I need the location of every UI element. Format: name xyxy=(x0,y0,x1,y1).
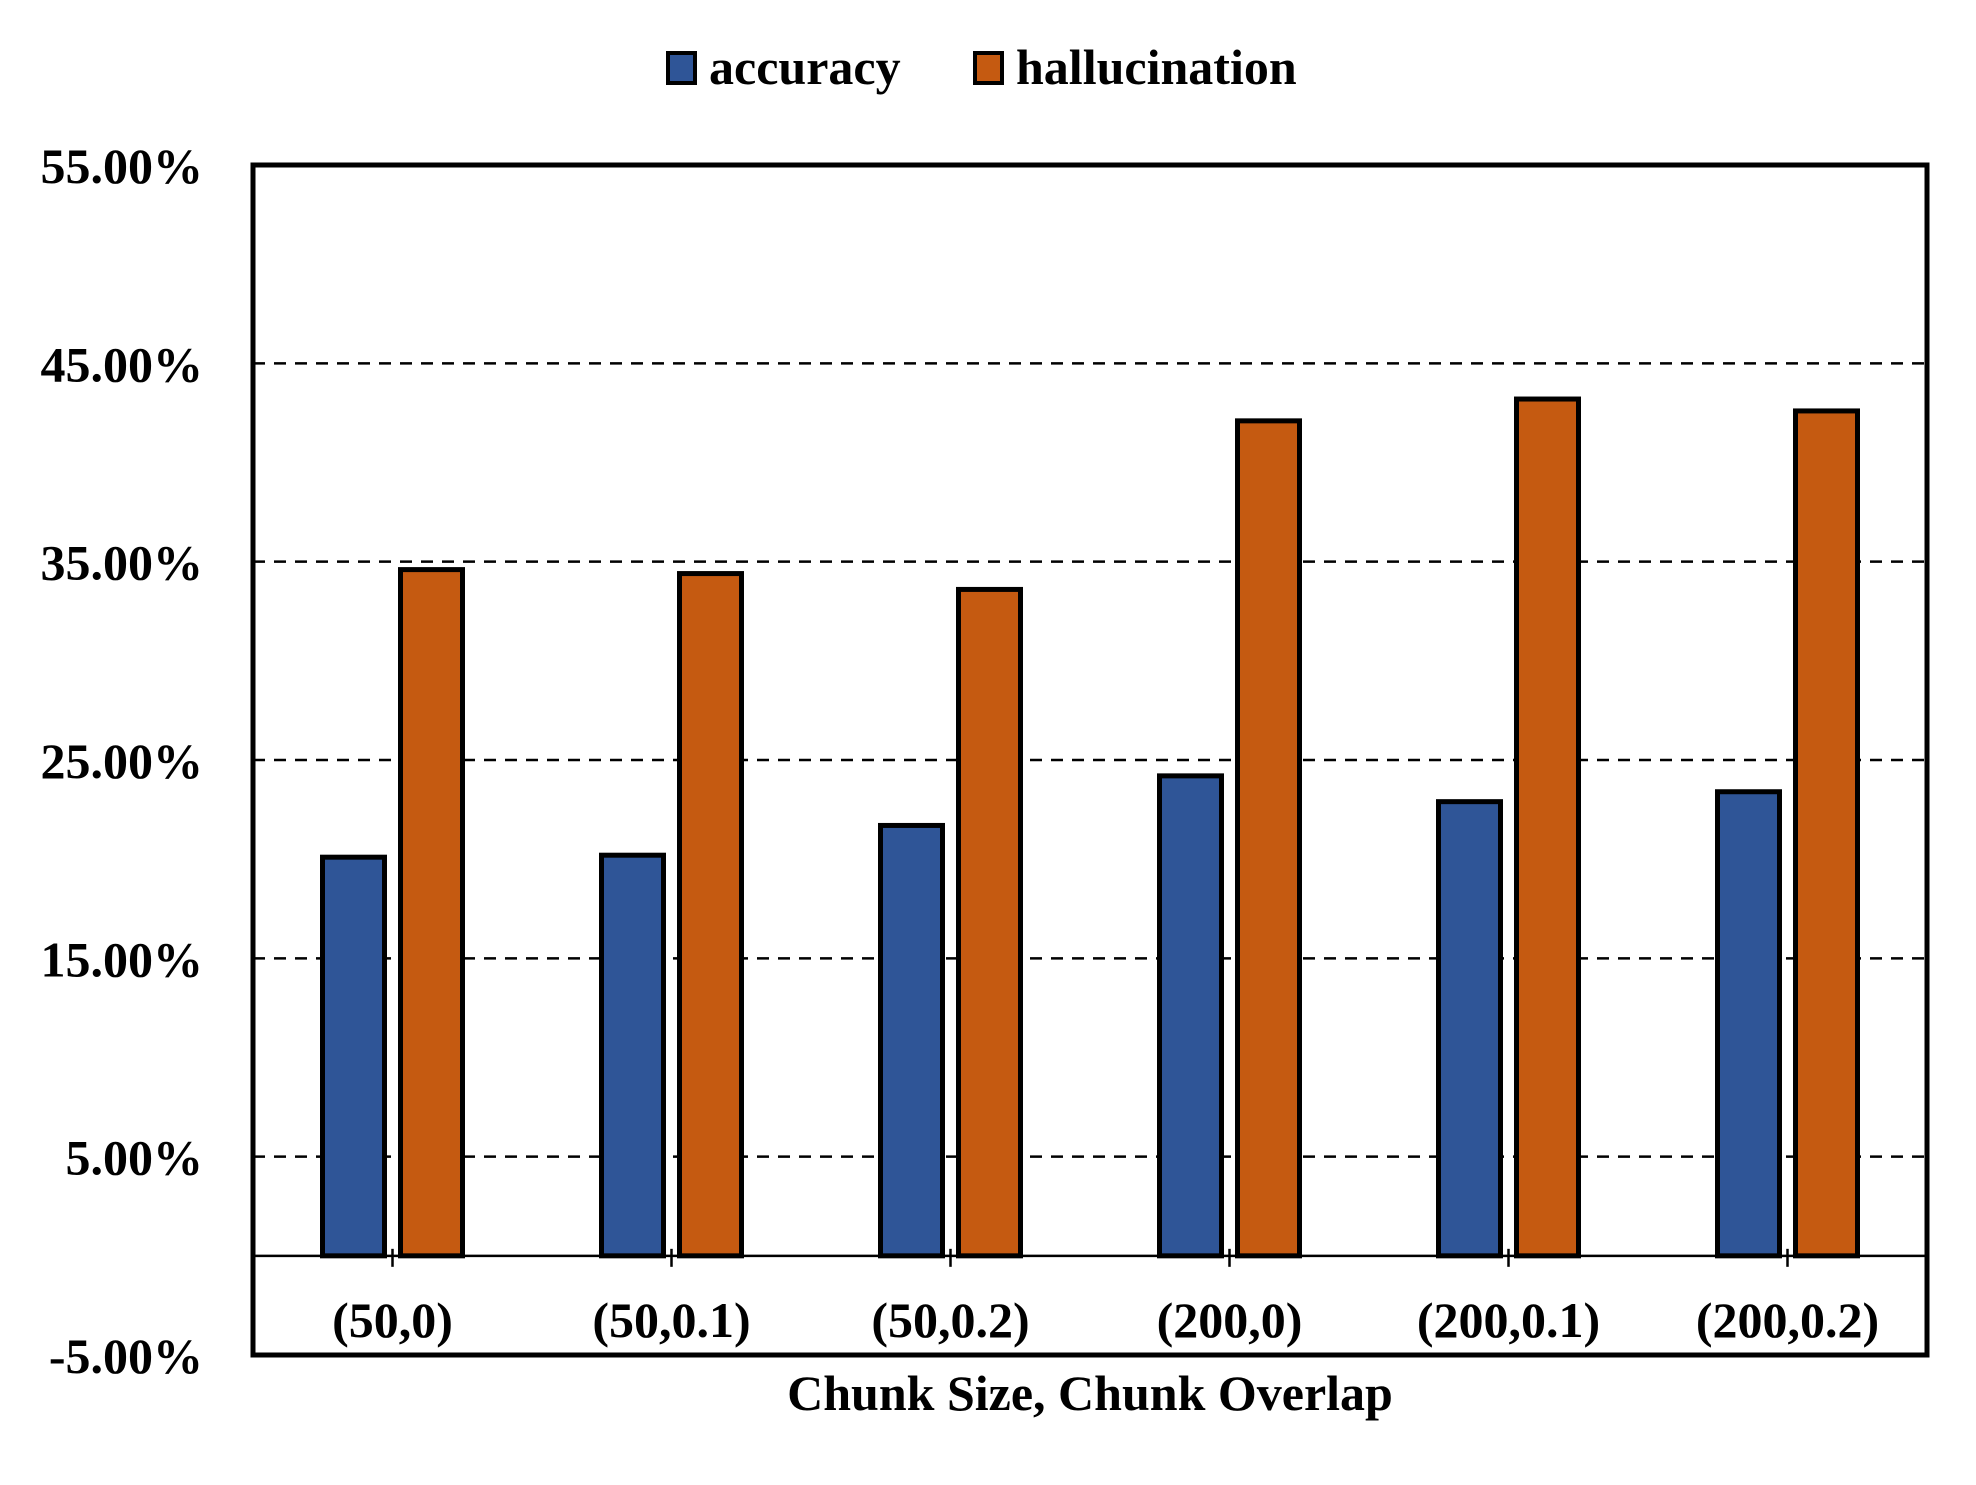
bar-accuracy xyxy=(1715,789,1782,1259)
plot-frame xyxy=(250,162,1930,1358)
x-tick-labels: (50,0) (50,0.1) (50,0.2) (200,0) (200,0.1) (2… xyxy=(332,1292,1879,1348)
legend-label-accuracy: accuracy xyxy=(709,39,901,95)
x-tick-label: (200,0.1) xyxy=(1417,1292,1600,1348)
x-axis-title: Chunk Size, Chunk Overlap xyxy=(787,1365,1393,1421)
bar-hallucination xyxy=(1793,408,1860,1259)
gridlines xyxy=(253,362,1927,1158)
y-tick-label: 55.00% xyxy=(41,138,204,194)
y-tick-label: 45.00% xyxy=(41,336,204,392)
x-tick-label: (50,0.2) xyxy=(871,1292,1029,1348)
x-tick-label: (50,0) xyxy=(332,1292,453,1348)
bar-hallucination xyxy=(677,571,744,1259)
x-tick-label: (50,0.1) xyxy=(592,1292,750,1348)
y-tick-labels: 55.00% 45.00% 35.00% 25.00% 15.00% 5.00% -5.00… xyxy=(41,138,204,1384)
legend-swatch-accuracy xyxy=(666,51,697,85)
y-tick-label: 15.00% xyxy=(41,931,204,987)
legend: accuracy hallucination xyxy=(666,39,1297,95)
y-tick-label: 5.00% xyxy=(66,1130,204,1186)
y-tick-label: -5.00% xyxy=(49,1328,203,1384)
bar-hallucination xyxy=(398,567,465,1259)
x-tick-label: (200,0) xyxy=(1157,1292,1303,1348)
bar-accuracy xyxy=(320,854,387,1259)
bar-accuracy xyxy=(599,852,666,1259)
bar-accuracy xyxy=(878,822,945,1259)
x-tick-label: (200,0.2) xyxy=(1696,1292,1879,1348)
bar-hallucination xyxy=(1514,396,1581,1259)
y-tick-label: 25.00% xyxy=(41,733,204,789)
bars xyxy=(320,396,1860,1259)
bar-hallucination xyxy=(1235,418,1302,1259)
y-tick-label: 35.00% xyxy=(41,535,204,591)
bar-hallucination xyxy=(956,586,1023,1259)
legend-label-hallucination: hallucination xyxy=(1016,39,1297,95)
bar-accuracy xyxy=(1157,773,1224,1259)
legend-swatch-hallucination xyxy=(973,51,1004,85)
axes xyxy=(250,162,1930,1358)
bar-accuracy xyxy=(1436,799,1503,1259)
